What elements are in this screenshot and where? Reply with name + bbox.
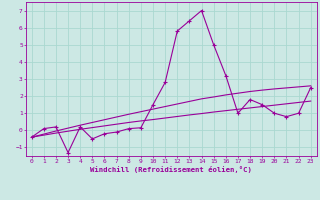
X-axis label: Windchill (Refroidissement éolien,°C): Windchill (Refroidissement éolien,°C) [90, 166, 252, 173]
